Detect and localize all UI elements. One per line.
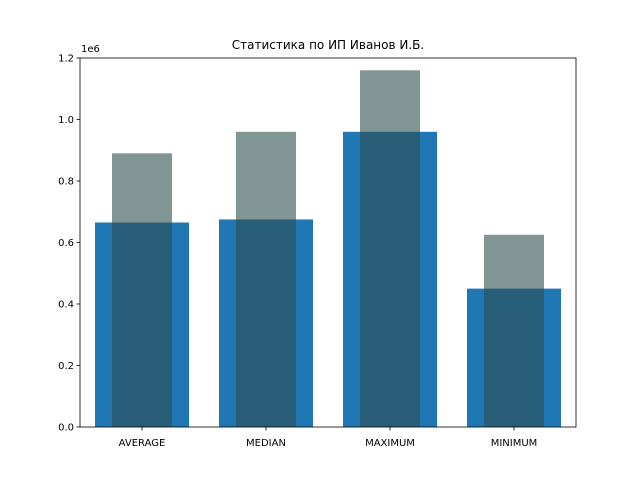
x-tick-label: MINIMUM bbox=[491, 438, 538, 449]
y-tick-label: 0.4 bbox=[58, 300, 74, 311]
y-tick-label: 0.8 bbox=[58, 177, 74, 188]
chart-title: Статистика по ИП Иванов И.Б. bbox=[232, 38, 424, 52]
y-tick-label: 0.6 bbox=[58, 238, 74, 249]
bar-series2-average bbox=[112, 153, 172, 427]
bar-series2-median bbox=[236, 131, 296, 428]
y-tick-label: 1.0 bbox=[58, 115, 74, 126]
bars-layer bbox=[95, 70, 561, 428]
y-tick-label: 1.2 bbox=[58, 54, 74, 65]
y-tick-label: 0.0 bbox=[58, 423, 74, 434]
axes-layer: 0.0 0.2 0.4 0.6 0.8 1.0 1.2 AVERAGE MEDIAN MAXIMU… bbox=[58, 54, 577, 449]
x-tick-label: AVERAGE bbox=[119, 438, 166, 449]
x-tick-label: MAXIMUM bbox=[365, 438, 415, 449]
y-axis-offset-label: 1e6 bbox=[81, 44, 100, 55]
bar-series2-maximum bbox=[360, 70, 420, 428]
x-tick-label: MEDIAN bbox=[246, 438, 286, 449]
y-tick-label: 0.2 bbox=[58, 361, 74, 372]
bar-series2-minimum bbox=[484, 234, 544, 427]
